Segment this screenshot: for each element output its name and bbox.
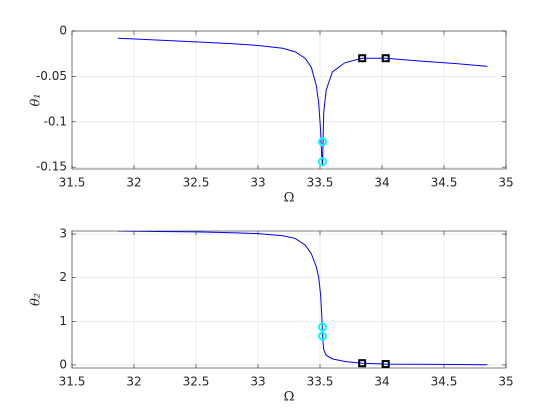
x-tick-label: 34 (374, 375, 389, 389)
plot-area (117, 231, 488, 368)
y-tick-label: 0 (59, 24, 67, 38)
y-tick-label: 0 (59, 357, 67, 371)
axes-box (71, 230, 507, 369)
x-tick-label: 32.5 (183, 176, 210, 190)
x-tick-label: 33.5 (307, 176, 334, 190)
marker (317, 157, 327, 167)
y-tick-label: -0.1 (44, 114, 67, 128)
axes: 31.5 32 32.5 33 33.5 34 34.5 35 0 1 2 3 Ωθ₂ (29, 227, 514, 405)
x-tick-label: 33 (250, 375, 265, 389)
y-axis-label: θ₂ (29, 293, 44, 306)
x-tick-label: 33.5 (307, 375, 334, 389)
marker (381, 54, 390, 63)
y-axis-label: θ₁ (29, 93, 44, 106)
marker (381, 360, 390, 368)
x-tick-label: 34.5 (431, 176, 458, 190)
marker (317, 137, 327, 147)
x-tick-label: 35 (498, 176, 513, 190)
x-tick-label: 32.5 (183, 375, 210, 389)
y-tick-label: -0.15 (36, 160, 67, 174)
x-tick-label: 32 (126, 176, 141, 190)
x-axis-label: Ω (284, 390, 295, 405)
x-tick-label: 33 (250, 176, 265, 190)
x-tick-label: 32 (126, 375, 141, 389)
y-tick-label: 3 (59, 227, 67, 241)
axes-box (71, 30, 507, 170)
y-tick-label: 1 (59, 314, 67, 328)
x-tick-label: 34 (374, 176, 389, 190)
x-tick-label: 31.5 (59, 176, 86, 190)
marker (317, 322, 327, 332)
x-axis-label: Ω (284, 191, 295, 206)
axes: 31.5 32 32.5 33 33.5 34 34.5 35 -0.15 -0.1 -0.05 0 Ω… (29, 24, 514, 206)
x-tick-label: 31.5 (59, 375, 86, 389)
x-tick-label: 34.5 (431, 375, 458, 389)
marker (317, 331, 327, 341)
y-tick-label: -0.05 (36, 69, 67, 83)
marker (358, 54, 367, 63)
x-tick-label: 35 (498, 375, 513, 389)
y-tick-label: 2 (59, 270, 67, 284)
plot-area (117, 37, 488, 167)
marker (358, 359, 367, 368)
